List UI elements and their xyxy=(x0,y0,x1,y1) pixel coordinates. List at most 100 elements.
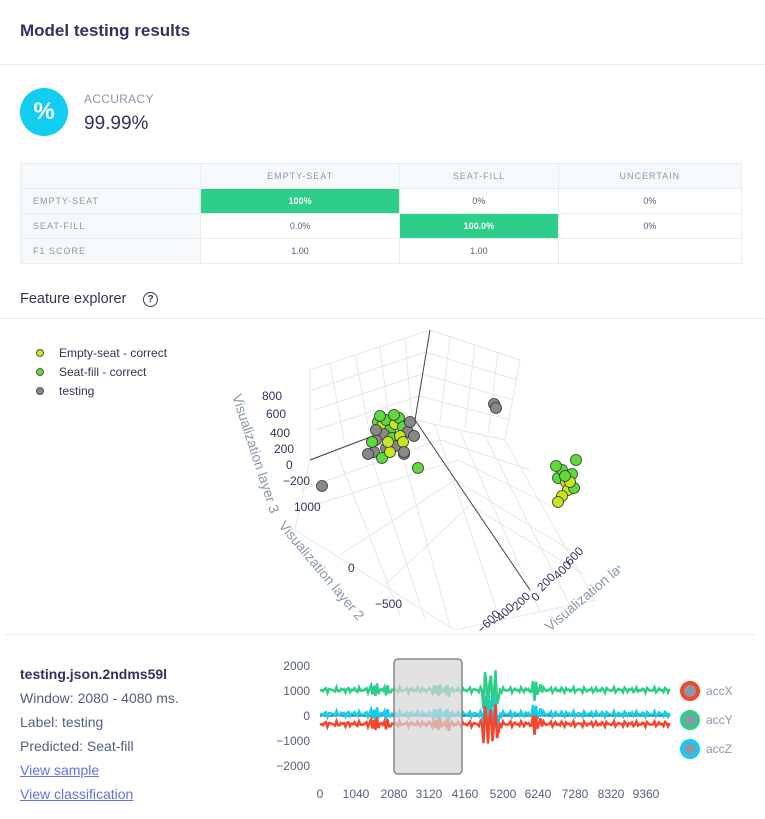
y-tick: 1000 xyxy=(294,500,321,514)
scatter-point[interactable] xyxy=(559,470,571,482)
ts-x-tick: 7280 xyxy=(562,787,589,801)
column-header: EMPTY-SEAT xyxy=(199,163,401,189)
help-glyph: ? xyxy=(147,294,154,305)
y-tick: −500 xyxy=(375,597,402,611)
scatter-point[interactable] xyxy=(376,452,388,464)
ts-x-tick: 5200 xyxy=(490,787,517,801)
ts-x-tick: 6240 xyxy=(525,787,552,801)
scatter-point[interactable] xyxy=(362,448,374,460)
y-tick: 0 xyxy=(348,561,355,575)
legend-swatch xyxy=(680,738,700,759)
series-line xyxy=(319,704,671,744)
scatter-point[interactable] xyxy=(408,430,420,442)
scatter-point[interactable] xyxy=(404,416,416,428)
column-header: SEAT-FILL xyxy=(399,163,559,189)
legend-dot xyxy=(36,386,44,395)
timeseries-chart[interactable]: 2000 1000 0 −1000 −2000 0 1040 2080 3120… xyxy=(260,652,680,802)
timeseries-lines xyxy=(319,670,671,744)
timeseries-legend: accX accY accZ xyxy=(680,676,733,763)
table-row: F1 SCORE 1.00 1.00 xyxy=(20,238,743,264)
table-cell: 0% xyxy=(557,188,743,214)
z-tick: −200 xyxy=(283,474,310,488)
scatter-point[interactable] xyxy=(366,436,378,448)
page-title: Model testing results xyxy=(20,21,191,40)
scatter-point[interactable] xyxy=(384,446,396,458)
sample-info: testing.json.2ndms59l Window: 2080 - 408… xyxy=(20,662,179,806)
row-header: SEAT-FILL xyxy=(20,213,201,239)
sample-window: Window: 2080 - 4080 ms. xyxy=(20,690,179,706)
table-row: SEAT-FILL 0.0% 100.0% 0% xyxy=(20,213,743,239)
scatter-legend: Empty-seat - correct Seat-fill - correct… xyxy=(36,343,167,400)
scatter-3d-plot[interactable]: 800 600 400 200 0 −200 1000 0 −500 600 4… xyxy=(200,330,620,634)
scatter-point[interactable] xyxy=(570,454,582,466)
ts-legend-label: accX xyxy=(706,683,733,698)
ts-y-tick: 0 xyxy=(303,709,310,723)
z-axis-ticks: 800 600 400 200 0 −200 xyxy=(262,389,310,488)
ts-x-tick: 2080 xyxy=(381,787,408,801)
table-cell xyxy=(557,238,743,264)
table-cell: 100% xyxy=(199,188,401,214)
ts-y-tick: −2000 xyxy=(276,759,310,773)
ts-x-tick: 8320 xyxy=(598,787,625,801)
page-header: Model testing results xyxy=(0,0,765,65)
scatter-point[interactable] xyxy=(370,424,382,436)
table-row: EMPTY-SEAT 100% 0% 0% xyxy=(20,188,743,214)
table-cell: 0.0% xyxy=(199,213,401,239)
help-icon[interactable]: ? xyxy=(143,292,158,307)
scatter-point[interactable] xyxy=(552,496,564,508)
sample-label: Label: testing xyxy=(20,714,104,730)
scatter-point[interactable] xyxy=(397,436,409,448)
scatter-point[interactable] xyxy=(412,462,424,474)
legend-swatch xyxy=(680,709,700,730)
z-tick: 600 xyxy=(266,407,286,421)
z-tick: 0 xyxy=(286,458,293,472)
row-header: EMPTY-SEAT xyxy=(20,188,201,214)
scatter-point[interactable] xyxy=(382,436,394,448)
series-line xyxy=(319,670,671,710)
legend-swatch xyxy=(680,680,700,701)
ts-legend-item[interactable]: accY xyxy=(680,705,733,734)
legend-item[interactable]: testing xyxy=(36,381,167,400)
ts-x-ticks: 0 1040 2080 3120 4160 5200 6240 7280 832… xyxy=(317,787,660,801)
scatter-point[interactable] xyxy=(398,446,410,458)
scatter-point[interactable] xyxy=(374,410,386,422)
scatter-point[interactable] xyxy=(316,480,328,492)
feature-explorer-title: Feature explorer xyxy=(20,291,127,307)
ts-y-tick: 2000 xyxy=(283,659,310,673)
percent-icon: % xyxy=(20,88,68,136)
scatter-points xyxy=(316,398,582,508)
legend-item[interactable]: Seat-fill - correct xyxy=(36,362,167,381)
legend-dot xyxy=(36,348,44,357)
table-cell: 1.00 xyxy=(399,238,559,264)
accuracy-label: ACCURACY xyxy=(84,92,154,106)
ts-x-tick: 0 xyxy=(317,787,324,801)
ts-x-tick: 9360 xyxy=(633,787,660,801)
table-cell: 100.0% xyxy=(399,213,559,239)
scatter-point[interactable] xyxy=(490,402,502,414)
ts-y-ticks: 2000 1000 0 −1000 −2000 xyxy=(276,659,310,773)
ts-x-tick: 1040 xyxy=(343,787,370,801)
confusion-matrix: EMPTY-SEAT SEAT-FILL UNCERTAIN EMPTY-SEA… xyxy=(20,163,743,264)
legend-item[interactable]: Empty-seat - correct xyxy=(36,343,167,362)
table-cell: 0% xyxy=(399,188,559,214)
y-axis-ticks: 1000 0 −500 xyxy=(294,500,402,611)
ts-legend-item[interactable]: accZ xyxy=(680,734,733,763)
ts-y-tick: 1000 xyxy=(283,684,310,698)
ts-legend-label: accY xyxy=(706,712,733,727)
x-axis-ticks: 600 400 200 0 −200 −400 −600 xyxy=(474,544,586,634)
legend-label: Seat-fill - correct xyxy=(59,364,147,379)
corner-cell xyxy=(20,163,201,189)
scatter-point[interactable] xyxy=(388,409,400,421)
view-classification-link[interactable]: View classification xyxy=(20,786,134,802)
ts-legend-label: accZ xyxy=(706,741,733,756)
table-cell: 0% xyxy=(557,213,743,239)
ts-x-tick: 3120 xyxy=(416,787,443,801)
ts-y-tick: −1000 xyxy=(276,734,310,748)
percent-glyph: % xyxy=(33,98,55,125)
ts-x-tick: 4160 xyxy=(452,787,479,801)
sample-predicted: Predicted: Seat-fill xyxy=(20,738,134,754)
view-sample-link[interactable]: View sample xyxy=(20,762,100,778)
ts-legend-item[interactable]: accX xyxy=(680,676,733,705)
scatter-point[interactable] xyxy=(550,460,562,472)
window-selection[interactable] xyxy=(393,658,463,775)
